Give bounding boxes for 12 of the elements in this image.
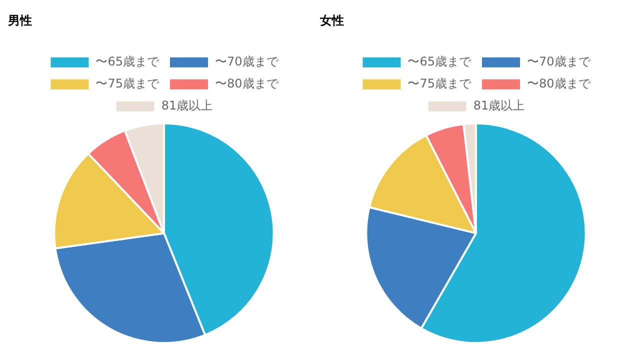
legend-label: 〜80歳まで — [215, 76, 280, 91]
legend-label: 81歳以上 — [473, 98, 525, 113]
legend-label: 〜75歳まで — [96, 76, 160, 91]
chart-title: 男性 — [7, 13, 32, 28]
legend-label: 〜75歳まで — [408, 76, 472, 91]
legend-label: 〜70歳まで — [215, 54, 280, 69]
legend-label: 〜65歳まで — [408, 54, 472, 69]
chart-title: 女性 — [319, 13, 344, 28]
legend-label: 81歳以上 — [161, 98, 213, 113]
legend-label: 〜65歳まで — [96, 54, 160, 69]
legend-label: 〜70歳まで — [527, 54, 592, 69]
legend-label: 〜80歳まで — [527, 76, 592, 91]
